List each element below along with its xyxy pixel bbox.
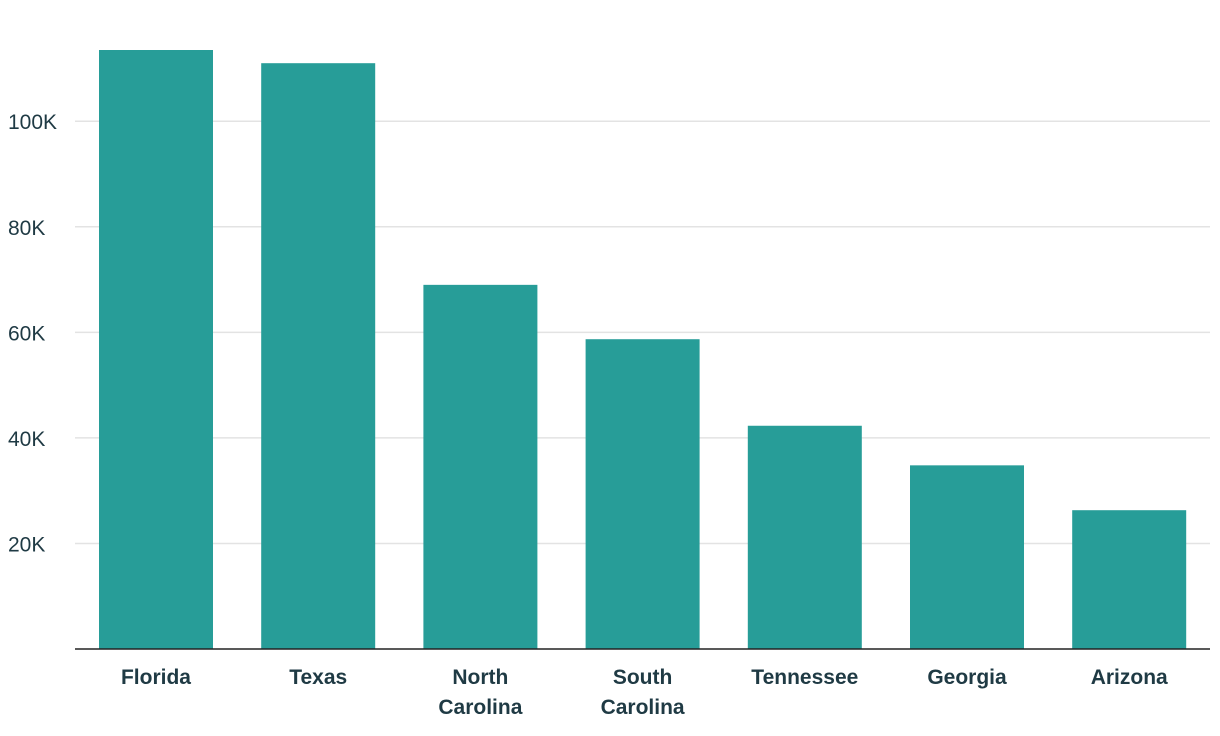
- bars: [99, 50, 1187, 649]
- x-tick-label-line: Carolina: [601, 696, 685, 719]
- x-tick-label: Texas: [289, 666, 347, 689]
- bar-florida: [99, 50, 213, 649]
- x-axis-labels: Florida Texas North Carolina South Carolina Te…: [121, 666, 1168, 719]
- y-tick-label: 40K: [8, 428, 45, 451]
- x-tick-label: Georgia: [927, 666, 1007, 689]
- x-tick-label: South Carolina: [601, 666, 685, 719]
- x-tick-label-line: Texas: [289, 666, 347, 689]
- x-tick-label-line: Tennessee: [751, 666, 858, 689]
- x-tick-label: Tennessee: [751, 666, 858, 689]
- bar-tennessee: [747, 425, 862, 649]
- x-tick-label-line: Arizona: [1091, 666, 1168, 689]
- y-tick-label: 100K: [8, 111, 57, 134]
- x-tick-label-line: Georgia: [927, 666, 1007, 689]
- y-tick-label: 20K: [8, 533, 45, 556]
- bar-georgia: [910, 465, 1024, 649]
- y-axis-ticks: 20K 40K 60K 80K 100K: [8, 111, 57, 556]
- bar-south-carolina: [585, 339, 700, 649]
- y-tick-label: 60K: [8, 322, 45, 345]
- bar-arizona: [1072, 510, 1187, 649]
- x-tick-label-line: North: [452, 666, 508, 689]
- bar-north-carolina: [423, 284, 538, 649]
- x-tick-label-line: Florida: [121, 666, 191, 689]
- x-tick-label-line: Carolina: [438, 696, 522, 719]
- bar-texas: [261, 63, 376, 649]
- x-tick-label-line: South: [613, 666, 672, 689]
- x-tick-label: Arizona: [1091, 666, 1168, 689]
- y-tick-label: 80K: [8, 217, 45, 240]
- x-tick-label: North Carolina: [438, 666, 522, 719]
- x-tick-label: Florida: [121, 666, 191, 689]
